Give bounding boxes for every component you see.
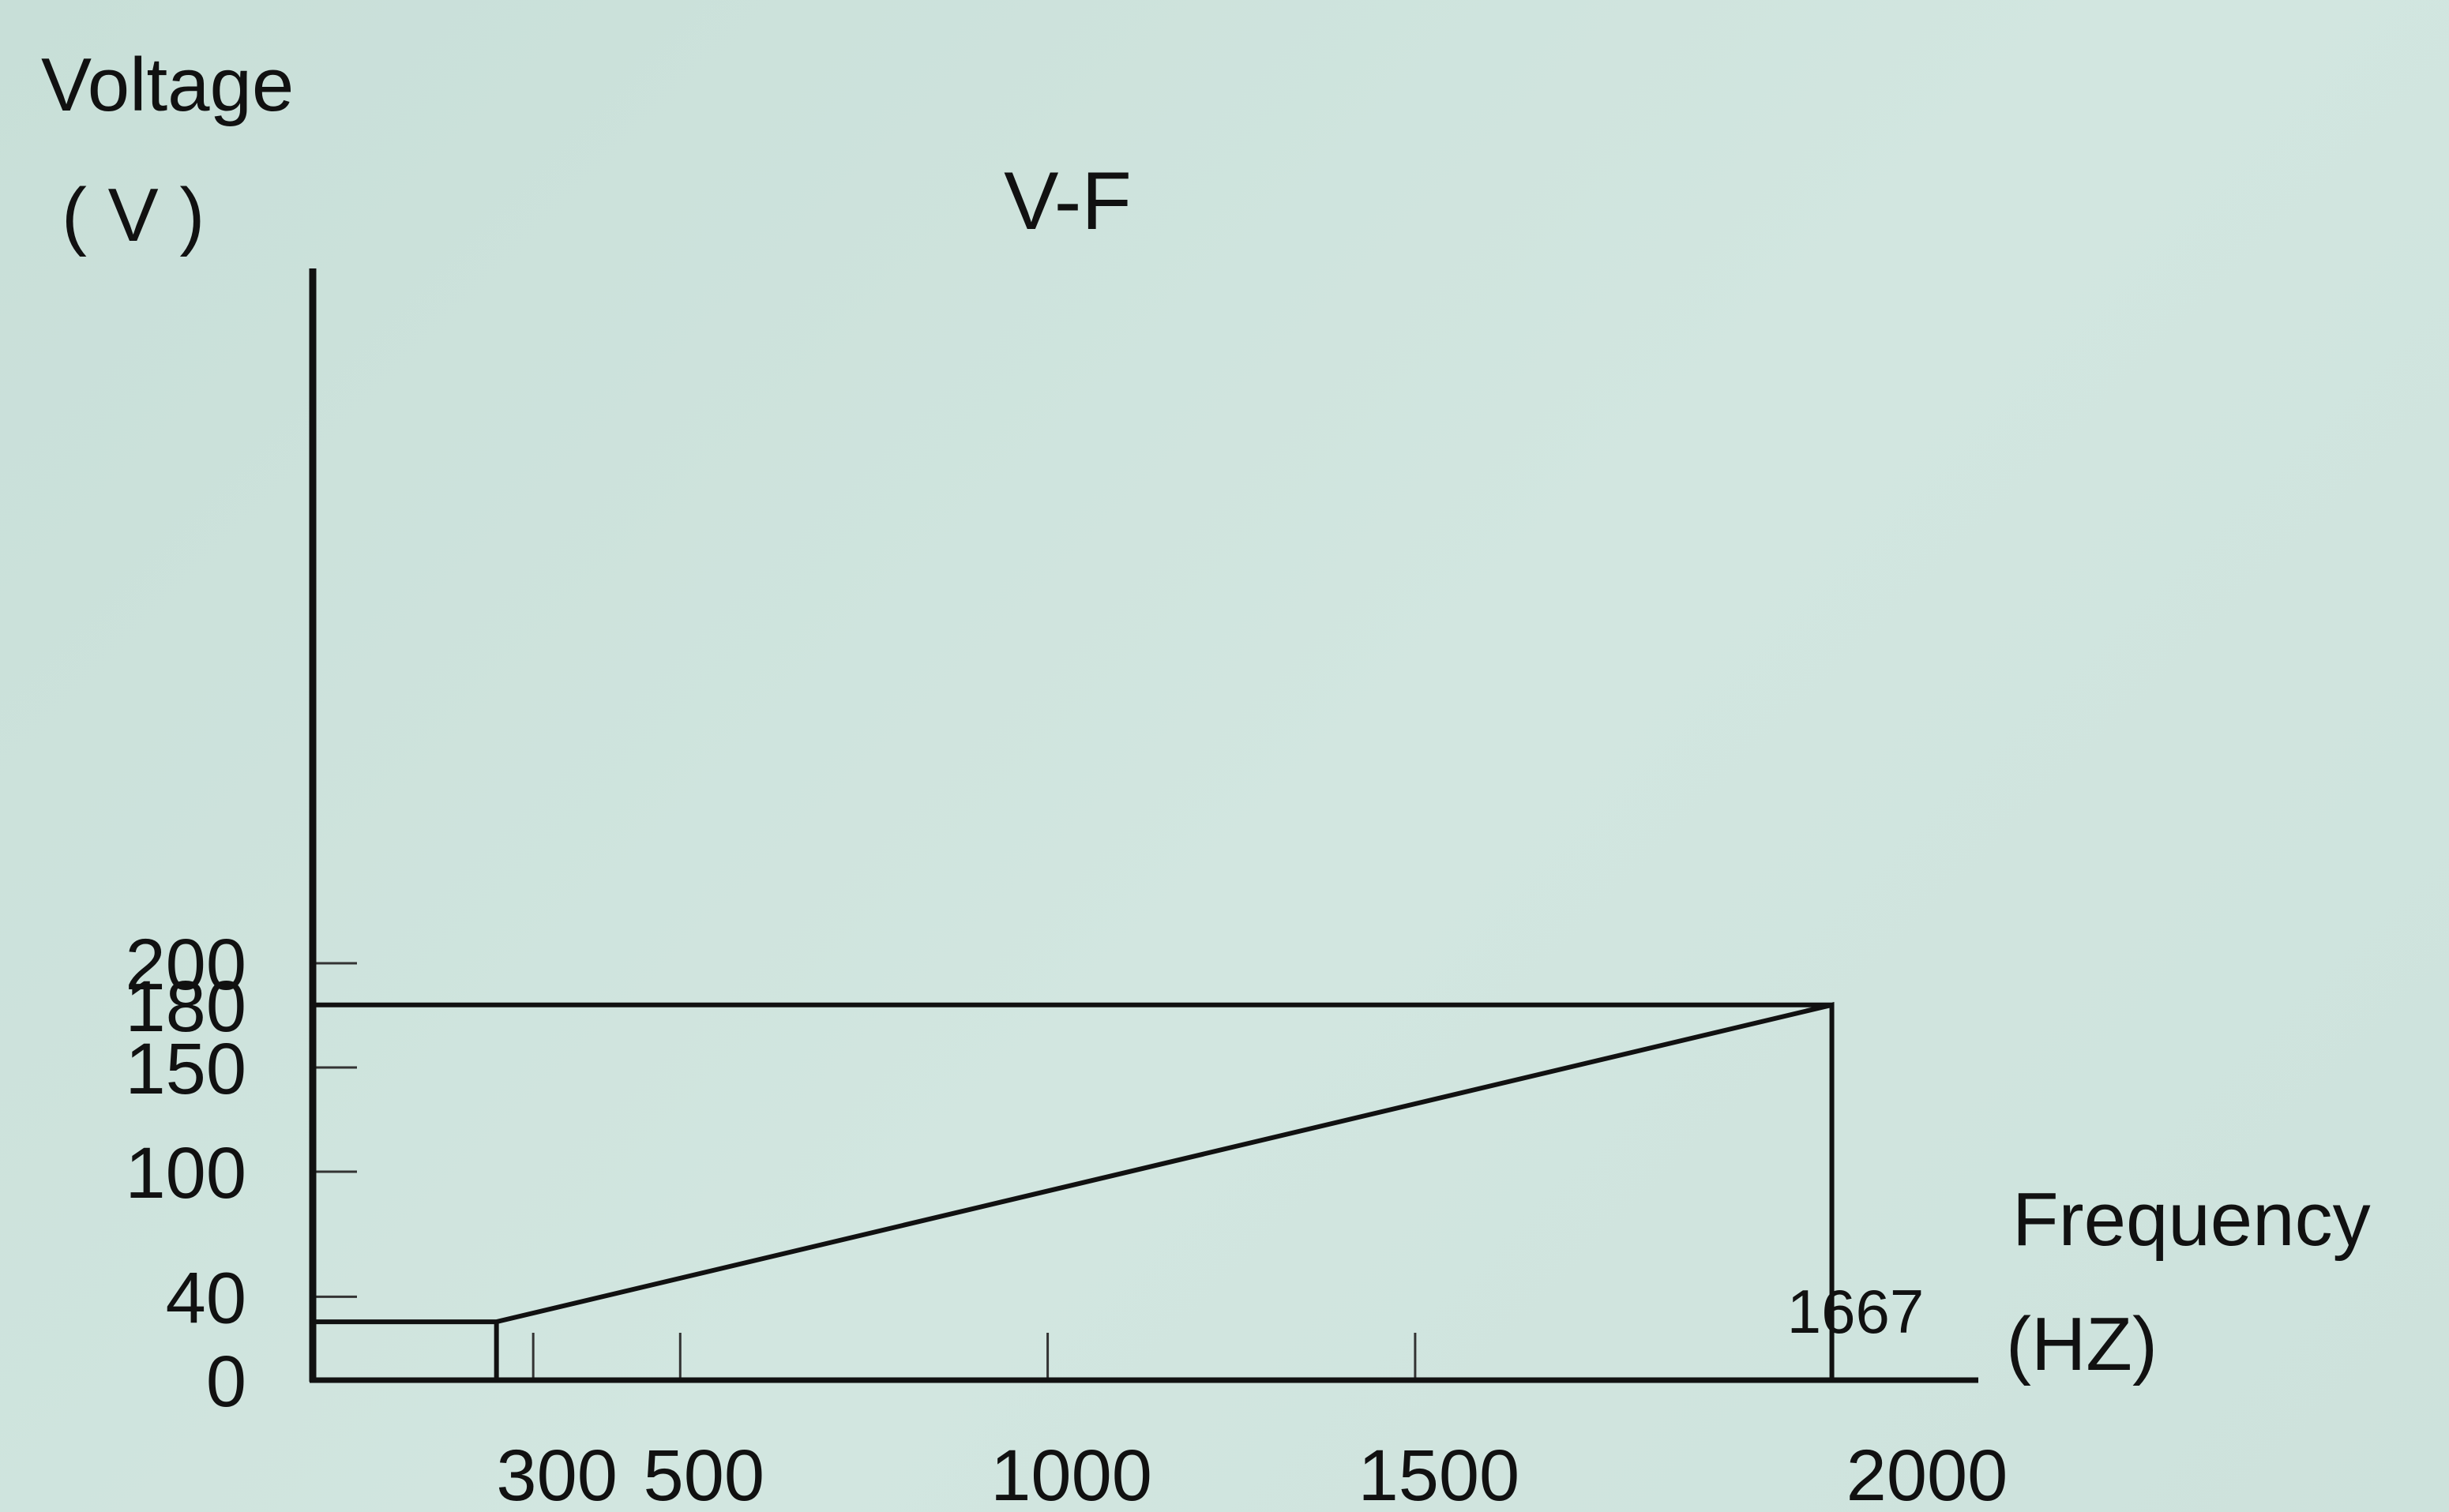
series-layer bbox=[313, 1002, 1835, 1380]
y-tick-label: 0 bbox=[206, 1341, 246, 1422]
x-ticks: 300 500 1000 1500 2000 bbox=[496, 1333, 2008, 1512]
y-tick-label: 100 bbox=[126, 1133, 247, 1214]
vf-curve-line bbox=[313, 1002, 1835, 1380]
y-tick-label: 180 bbox=[126, 966, 247, 1047]
y-tick-label: 40 bbox=[166, 1258, 246, 1338]
x-tick-label: 300 bbox=[496, 1435, 618, 1512]
annotation-layer: 1667 bbox=[1787, 1277, 1925, 1346]
y-tick-label: 200 bbox=[126, 925, 247, 1005]
y-axis-label-line1: Voltage bbox=[41, 43, 294, 127]
chart-title: V-F bbox=[1004, 156, 1132, 247]
x-tick-label: 1500 bbox=[1358, 1435, 1520, 1512]
x-axis-label-line2: (HZ) bbox=[2006, 1302, 2158, 1386]
x-tick-label: 1000 bbox=[990, 1435, 1152, 1512]
y-axis-label-line2: ( V ) bbox=[62, 173, 205, 257]
x-tick-label: 2000 bbox=[1846, 1435, 2008, 1512]
x-axis-label-line1: Frequency bbox=[2012, 1177, 2371, 1262]
annotation-label: 1667 bbox=[1787, 1277, 1925, 1346]
y-tick-label: 150 bbox=[126, 1029, 247, 1109]
x-tick-label: 500 bbox=[644, 1435, 765, 1512]
